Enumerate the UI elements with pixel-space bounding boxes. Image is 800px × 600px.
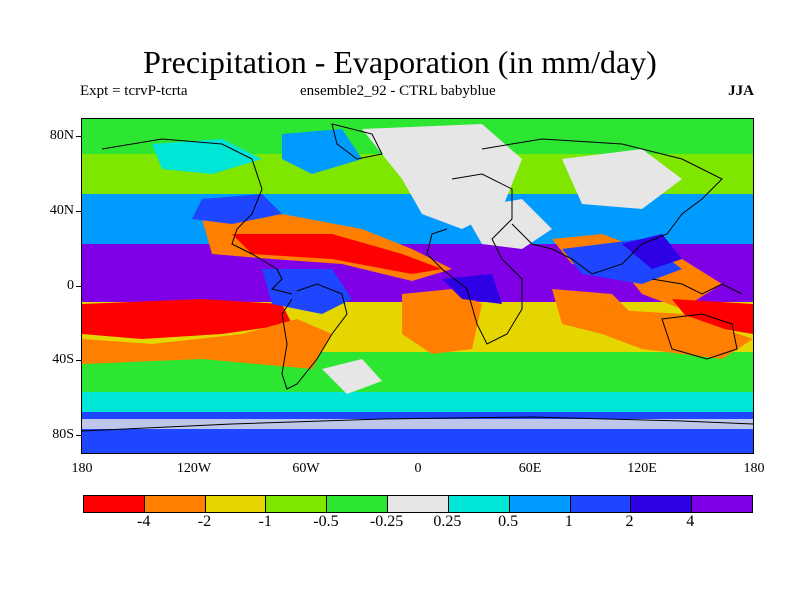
colorbar-swatch bbox=[266, 496, 328, 512]
lat-tick bbox=[76, 360, 81, 361]
colorbar-swatch bbox=[509, 496, 571, 512]
lat-label-40s: 40S bbox=[52, 352, 74, 367]
lat-tick bbox=[76, 435, 81, 436]
colorbar-swatch bbox=[631, 496, 693, 512]
lat-label-80s: 80S bbox=[52, 427, 74, 442]
lat-tick bbox=[76, 136, 81, 137]
colorbar-label: -1 bbox=[258, 513, 272, 530]
colorbar-label: 4 bbox=[686, 513, 695, 530]
colorbar-swatch bbox=[84, 496, 145, 512]
experiment-label: Expt = tcrvP-tcrta bbox=[80, 83, 188, 99]
colorbar-label: 2 bbox=[625, 513, 634, 530]
colorbar-label: -4 bbox=[137, 513, 151, 530]
colorbar-swatch bbox=[327, 496, 389, 512]
lon-label-0: 0 bbox=[414, 461, 422, 476]
ensemble-label: ensemble2_92 - CTRL babyblue bbox=[300, 83, 496, 99]
lat-tick bbox=[76, 286, 81, 287]
lon-label-60w: 60W bbox=[292, 461, 320, 476]
lat-label-40n: 40N bbox=[49, 203, 74, 218]
lon-label-120e: 120E bbox=[627, 461, 657, 476]
colorbar-swatch bbox=[692, 496, 752, 512]
lat-label-0: 0 bbox=[67, 278, 74, 293]
colorbar-label: 0.5 bbox=[498, 513, 519, 530]
colorbar-label: -2 bbox=[197, 513, 212, 530]
colorbar-swatch bbox=[205, 496, 267, 512]
colorbar-label: 0.25 bbox=[433, 513, 462, 530]
colorbar-swatch bbox=[448, 496, 510, 512]
lat-label-80n: 80N bbox=[49, 128, 74, 143]
colorbar-label: -0.5 bbox=[313, 513, 339, 530]
colorbar-swatch bbox=[144, 496, 206, 512]
plot-title: Precipitation - Evaporation (in mm/day) bbox=[143, 44, 657, 80]
lat-tick bbox=[76, 211, 81, 212]
colorbar-label: 1 bbox=[564, 513, 573, 530]
colorbar-label: -0.25 bbox=[369, 513, 404, 530]
season-label: JJA bbox=[728, 83, 754, 99]
map-panel bbox=[81, 118, 754, 454]
precip-evap-field bbox=[82, 119, 753, 453]
colorbar-swatch bbox=[388, 496, 449, 512]
lon-label-180e: 180 bbox=[743, 461, 765, 476]
lon-label-60e: 60E bbox=[518, 461, 542, 476]
colorbar-swatch bbox=[570, 496, 632, 512]
lon-label-120w: 120W bbox=[176, 461, 212, 476]
colorbar bbox=[83, 495, 753, 513]
lon-label-180w: 180 bbox=[71, 461, 93, 476]
